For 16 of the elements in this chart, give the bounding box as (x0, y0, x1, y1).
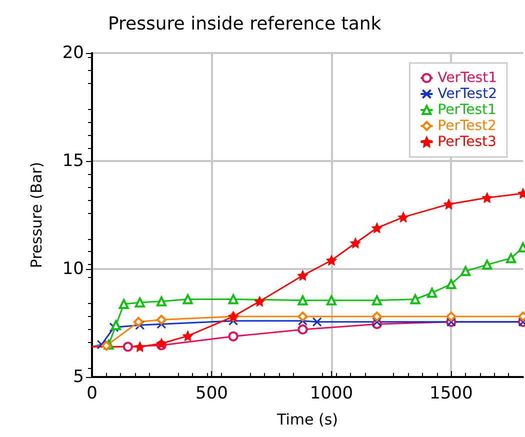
y-tick-label: 10 (62, 259, 84, 279)
y-axis-title: Pressure (Bar) (28, 162, 46, 268)
y-tick-label: 15 (62, 151, 84, 171)
x-axis-title: Time (s) (276, 410, 338, 428)
x-tick-label: 1000 (310, 384, 354, 404)
legend-label: VerTest1 (438, 70, 498, 86)
x-tick-label: 500 (195, 384, 228, 404)
x-tick-label: 1500 (430, 384, 473, 404)
y-tick-label: 5 (73, 367, 84, 387)
x-tick-label: 0 (86, 384, 98, 404)
legend-label: VerTest2 (438, 86, 498, 102)
legend-label: PerTest3 (438, 134, 496, 150)
chart-title: Pressure inside reference tank (108, 14, 382, 34)
y-tick-label: 20 (62, 43, 84, 63)
legend-label: PerTest2 (438, 118, 496, 134)
legend-label: PerTest1 (438, 102, 496, 118)
